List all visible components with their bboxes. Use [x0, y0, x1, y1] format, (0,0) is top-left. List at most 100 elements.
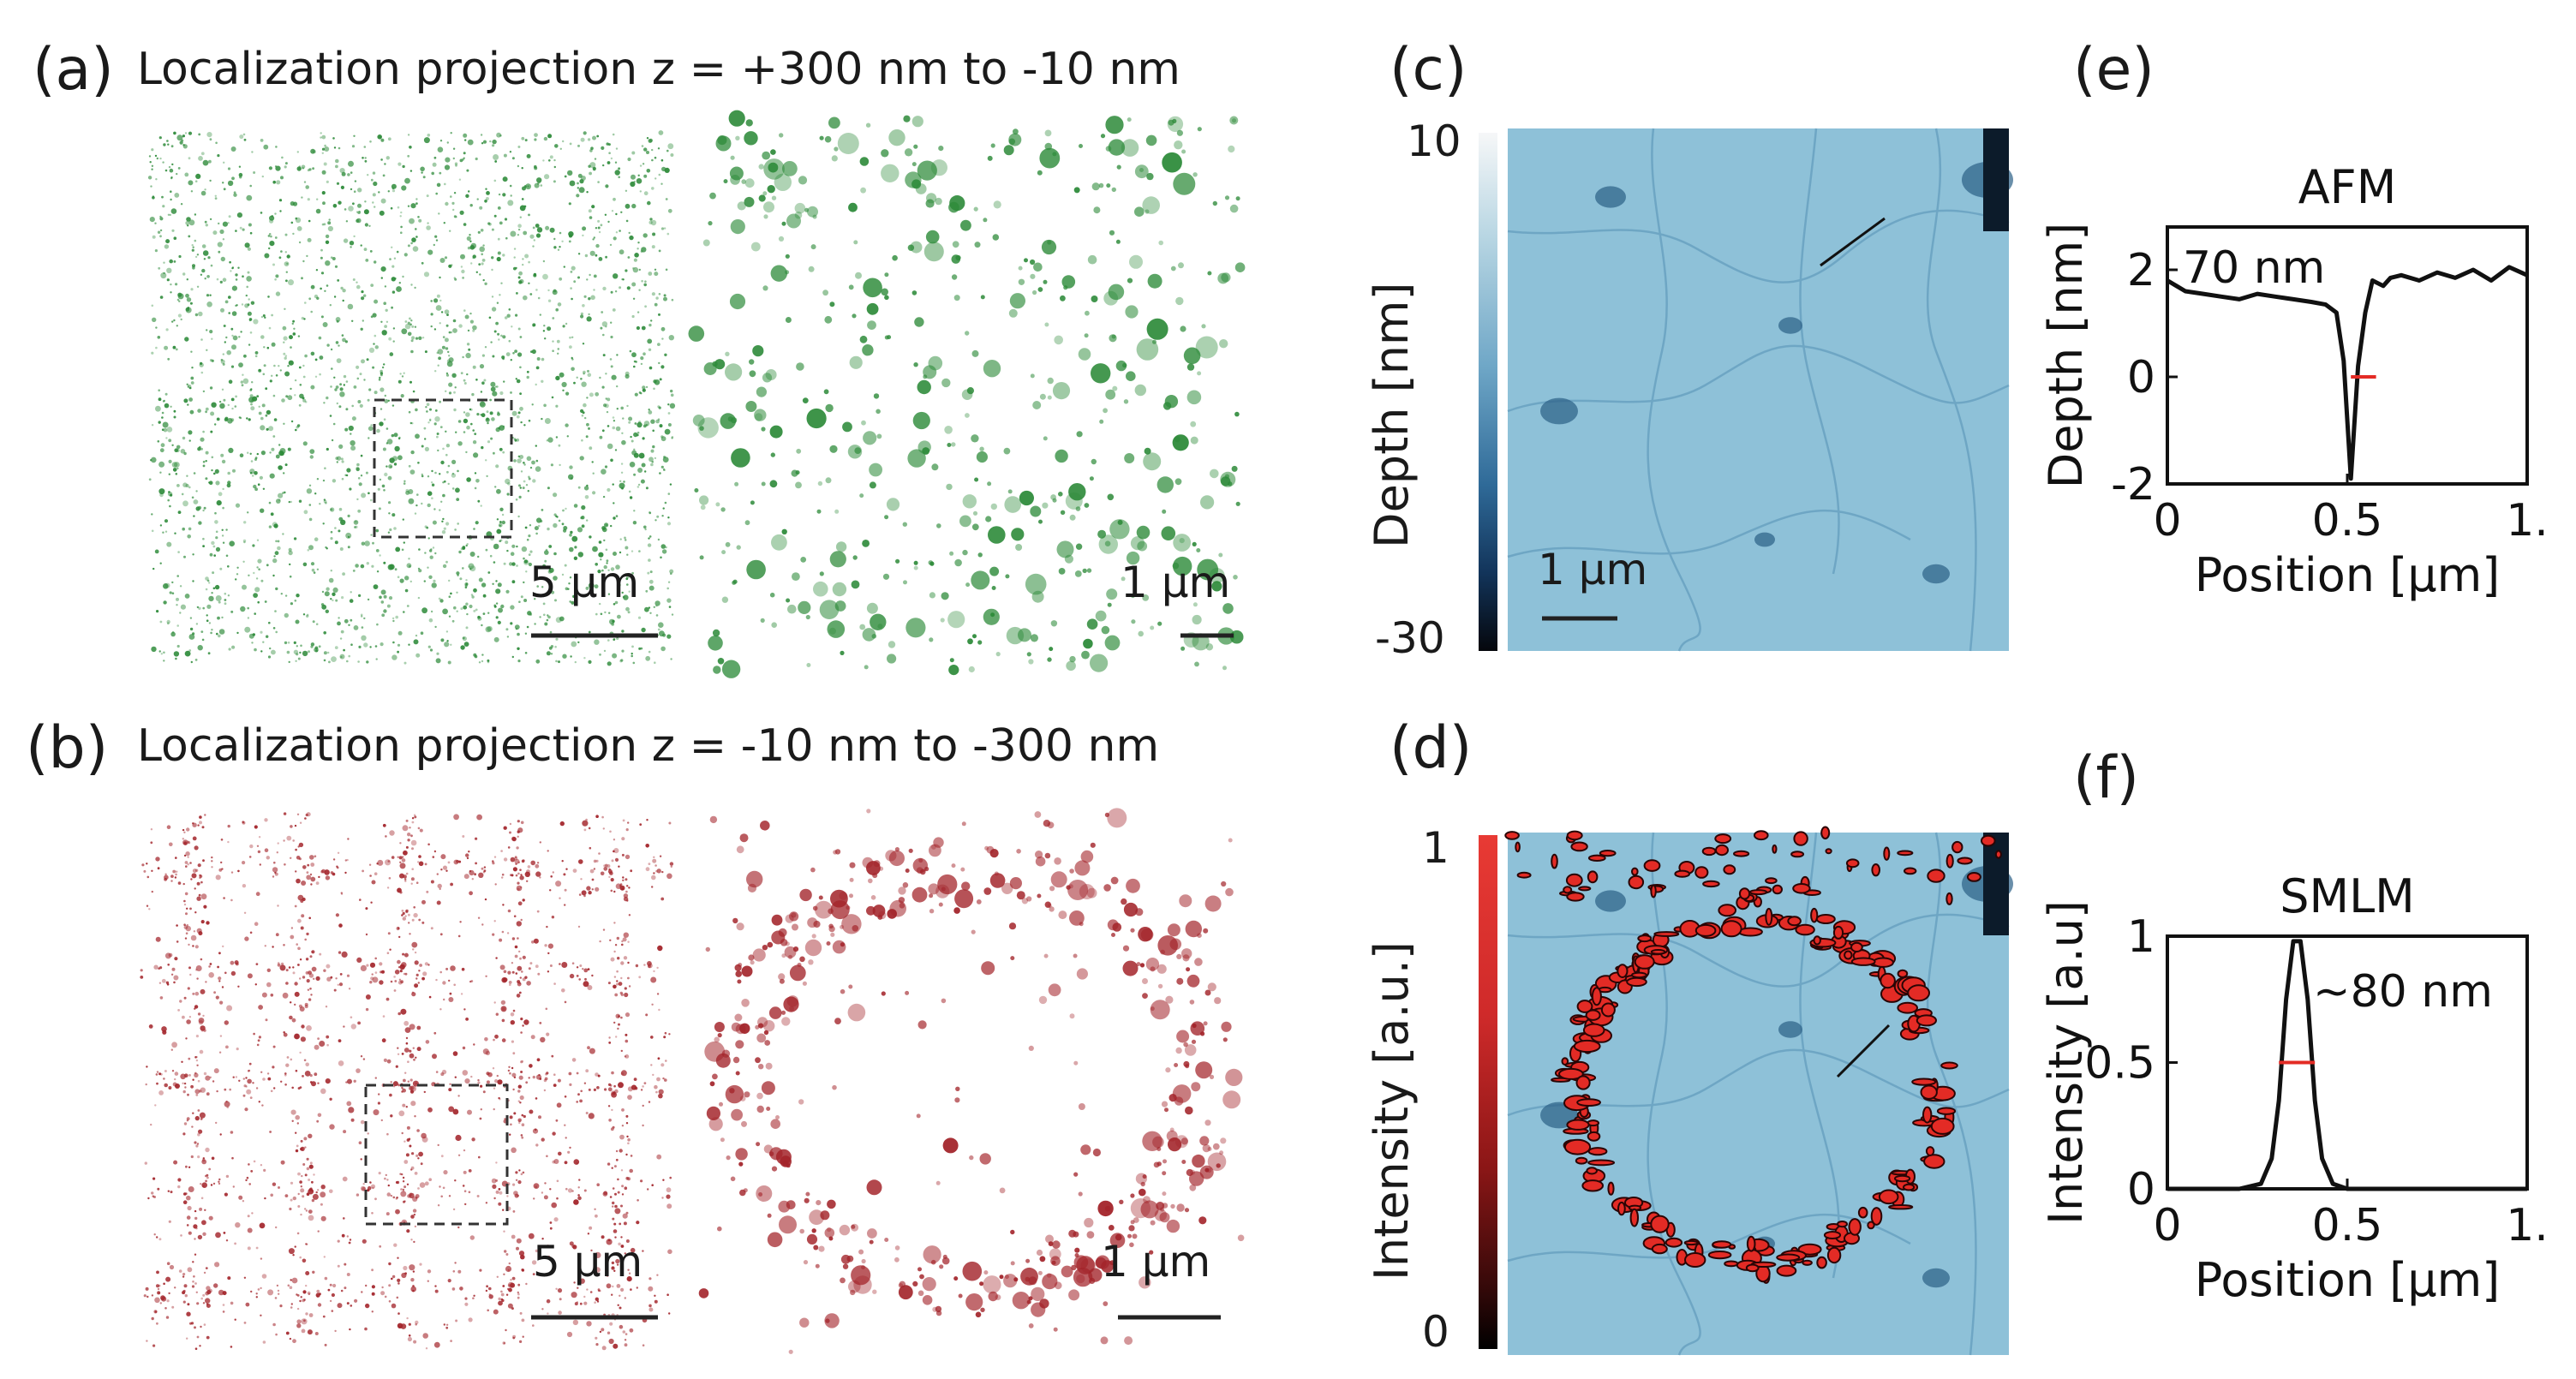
localization-dot — [335, 599, 338, 602]
localization-dot — [1222, 666, 1227, 671]
localization-dot — [226, 349, 231, 355]
localization-dot — [222, 353, 224, 355]
localization-dot — [256, 395, 260, 397]
localization-dot — [368, 388, 372, 391]
localization-dot — [518, 1075, 523, 1080]
localization-dot — [397, 966, 401, 969]
localization-dot — [588, 209, 592, 213]
localization-dot — [167, 964, 170, 966]
localization-dot — [588, 313, 590, 316]
localization-dot — [393, 257, 397, 260]
localization-dot — [586, 316, 592, 322]
localization-dot — [631, 645, 634, 648]
localization-dot — [280, 593, 283, 595]
localization-dot — [390, 980, 393, 983]
localization-dot — [633, 258, 638, 262]
localization-dot — [188, 1166, 191, 1168]
localization-dot — [1152, 339, 1157, 344]
localization-dot — [641, 463, 646, 468]
localization-dot — [258, 1005, 263, 1010]
localization-dot — [1145, 209, 1150, 214]
localization-dot — [940, 618, 945, 623]
localization-dot — [288, 279, 294, 286]
localization-dot — [463, 411, 466, 414]
localization-dot — [189, 1322, 192, 1325]
localization-dot — [225, 528, 228, 531]
localization-dot — [444, 337, 449, 343]
localization-dot — [298, 1004, 302, 1008]
localization-dot — [568, 240, 571, 243]
localization-dot — [586, 484, 589, 487]
localization-dot — [173, 651, 180, 657]
localization-dot — [357, 211, 361, 214]
localization-dot — [1143, 452, 1162, 471]
localization-dot — [555, 307, 559, 312]
localization-dot — [399, 373, 402, 375]
localization-dot — [654, 177, 657, 180]
localization-dot — [195, 623, 199, 625]
localization-dot — [320, 1191, 326, 1198]
localization-dot — [692, 415, 705, 427]
localization-dot — [374, 299, 379, 304]
localization-dot — [501, 520, 505, 525]
localization-dot — [614, 600, 619, 605]
localization-dot — [379, 595, 382, 600]
localization-dot — [380, 373, 383, 377]
localization-dot — [283, 1031, 285, 1034]
localization-dot — [529, 612, 533, 616]
localization-dot — [177, 510, 182, 514]
localization-dot — [516, 564, 518, 567]
localization-dot — [1192, 172, 1198, 177]
localization-dot — [552, 349, 554, 352]
localization-dot — [219, 567, 223, 570]
localization-dot — [371, 1269, 374, 1272]
localization-dot — [499, 524, 501, 527]
localization-dot — [269, 647, 272, 650]
localization-dot — [413, 912, 418, 918]
localization-dot — [536, 1058, 541, 1062]
localization-dot — [453, 192, 457, 194]
localization-dot — [194, 869, 199, 872]
localization-dot — [467, 329, 470, 332]
localization-dot — [612, 1285, 614, 1288]
localization-dot — [533, 938, 539, 944]
localization-dot — [331, 1310, 334, 1312]
localization-dot — [647, 571, 650, 575]
localization-dot — [379, 210, 385, 216]
localization-dot — [623, 1221, 627, 1226]
localization-dot — [628, 231, 631, 235]
localization-dot — [341, 951, 348, 958]
localization-dot — [214, 520, 218, 524]
localization-dot — [301, 196, 303, 199]
localization-dot — [647, 338, 653, 344]
localization-dot — [200, 630, 204, 633]
localization-dot — [785, 254, 790, 259]
localization-dot — [251, 151, 254, 153]
localization-dot — [310, 148, 315, 154]
localization-dot — [170, 291, 172, 294]
localization-dot — [262, 373, 266, 376]
localization-dot — [187, 987, 190, 990]
localization-dot — [521, 1269, 525, 1272]
localization-dot — [597, 226, 601, 230]
localization-dot — [281, 398, 285, 403]
localization-dot — [491, 228, 494, 231]
localization-dot — [644, 528, 647, 531]
localization-dot — [583, 370, 586, 374]
localization-dot — [198, 156, 203, 161]
localization-dot — [584, 416, 587, 420]
localization-dot — [627, 1269, 630, 1271]
localization-dot — [928, 355, 943, 371]
localization-dot — [349, 241, 355, 246]
localization-dot — [745, 119, 753, 127]
localization-dot — [544, 622, 548, 626]
localization-dot — [499, 521, 502, 523]
localization-dot — [162, 421, 169, 428]
localization-dot — [247, 1070, 250, 1072]
localization-dot — [1211, 581, 1222, 592]
localization-dot — [588, 427, 590, 430]
localization-dot — [337, 983, 339, 986]
localization-dot — [302, 976, 306, 979]
localization-dot — [166, 278, 170, 282]
localization-dot — [603, 649, 607, 653]
